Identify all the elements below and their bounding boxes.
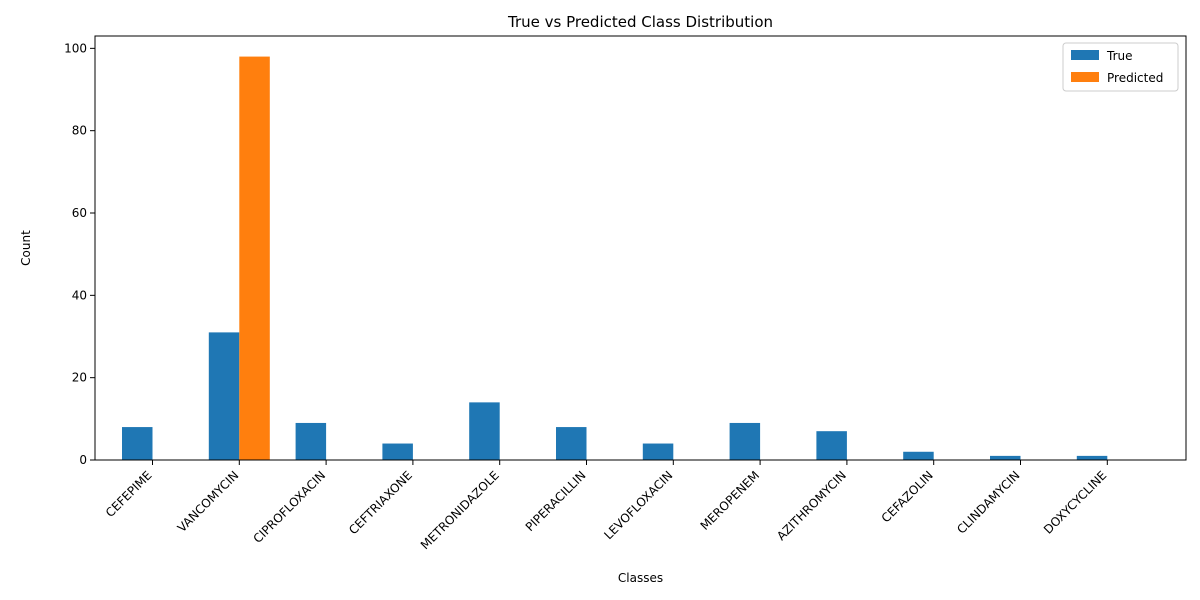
x-tick-label-meropenem: MEROPENEM <box>698 468 763 533</box>
x-tick-label-ciprofloxacin: CIPROFLOXACIN <box>251 468 329 546</box>
x-tick-label-piperacillin: PIPERACILLIN <box>523 468 589 534</box>
y-tick-label: 80 <box>72 124 87 138</box>
bar-true-cefepime <box>122 427 153 460</box>
y-axis-label: Count <box>19 230 33 266</box>
chart-title: True vs Predicted Class Distribution <box>507 13 773 31</box>
x-tick-label-metronidazole: METRONIDAZOLE <box>418 468 502 552</box>
y-tick-label: 40 <box>72 288 87 302</box>
x-axis-label: Classes <box>618 571 663 585</box>
bar-predicted-vancomycin <box>239 56 270 461</box>
bar-true-piperacillin <box>556 427 587 460</box>
legend: True Predicted <box>1062 42 1179 92</box>
x-tick-label-levofloxacin: LEVOFLOXACIN <box>601 468 675 542</box>
plot-frame <box>94 35 1187 461</box>
bar-true-ceftriaxone <box>382 443 413 460</box>
y-tick-label: 60 <box>72 206 87 220</box>
bar-true-clindamycin <box>990 455 1021 460</box>
bar-true-cefazolin <box>903 451 934 460</box>
x-tick-label-cefepime: CEFEPIME <box>103 468 155 520</box>
x-ticks: CEFEPIME VANCOMYCIN CIPROFLOXACIN CEFTRIAXO… <box>103 460 1109 552</box>
x-tick-label-ceftriaxone: CEFTRIAXONE <box>346 468 415 537</box>
legend-label-predicted: Predicted <box>1107 71 1163 85</box>
bars-layer <box>122 56 1108 461</box>
bar-true-meropenem <box>729 422 761 460</box>
legend-swatch-true <box>1071 50 1099 60</box>
bar-true-vancomycin <box>208 332 240 460</box>
bar-true-ciprofloxacin <box>295 422 327 460</box>
x-tick-label-vancomycin: VANCOMYCIN <box>175 468 242 535</box>
legend-label-true: True <box>1106 49 1133 63</box>
bar-true-doxycycline <box>1076 455 1108 460</box>
y-tick-label: 0 <box>79 453 87 467</box>
bar-true-metronidazole <box>469 402 500 460</box>
x-tick-label-doxycycline: DOXYCYCLINE <box>1041 468 1109 536</box>
legend-items: True Predicted <box>1071 49 1163 85</box>
y-tick-label: 20 <box>72 371 87 385</box>
bar-true-azithromycin <box>816 431 847 460</box>
y-tick-label: 100 <box>64 41 87 55</box>
x-tick-label-azithromycin: AZITHROMYCIN <box>774 468 849 543</box>
x-tick-label-cefazolin: CEFAZOLIN <box>879 468 936 525</box>
bar-true-levofloxacin <box>642 443 674 460</box>
legend-swatch-predicted <box>1071 72 1099 82</box>
x-tick-label-clindamycin: CLINDAMYCIN <box>954 468 1022 536</box>
y-ticks: 0 20 40 60 80 100 <box>64 41 95 467</box>
